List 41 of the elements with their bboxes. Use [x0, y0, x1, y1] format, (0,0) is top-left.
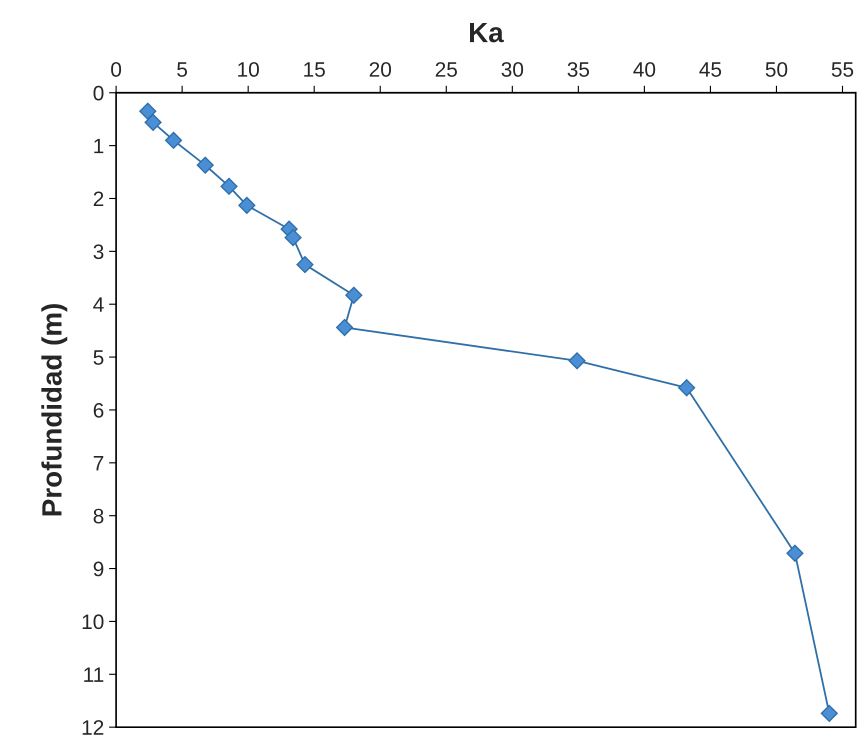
x-tick-label: 20	[370, 62, 392, 77]
y-tick-label: 0	[94, 86, 104, 101]
point	[238, 196, 256, 214]
point	[820, 704, 838, 722]
x-axis-title: Ka	[470, 22, 504, 42]
point	[196, 156, 214, 174]
y-tick-label: 2	[94, 191, 104, 206]
y-axis-title: Profundidad (m)	[41, 304, 68, 516]
point	[139, 102, 156, 120]
x-tick-label: 5	[177, 62, 188, 77]
x-tick-label: 55	[832, 62, 854, 77]
y-tick-label: 1	[94, 138, 104, 154]
x-tick-label: 30	[502, 62, 524, 77]
x-tick-label: 0	[111, 62, 122, 77]
y-tick-label: 9	[94, 562, 104, 576]
x-tick-label: 40	[633, 62, 656, 77]
point	[678, 379, 696, 396]
y-tick-label: 12	[82, 720, 104, 735]
point	[284, 229, 302, 246]
y-tick-label: 5	[94, 350, 104, 365]
point	[568, 352, 586, 370]
x-tick-label: 10	[238, 62, 259, 77]
y-tick-label: 7	[94, 456, 104, 470]
point	[345, 286, 362, 304]
x-tick-label: 45	[699, 62, 722, 77]
x-tick-label: 15	[304, 62, 325, 77]
point	[144, 114, 162, 131]
y-tick-label: 3	[94, 244, 104, 260]
point	[786, 544, 804, 562]
x-tick-label: 50	[766, 62, 788, 77]
y-tick-label: 4	[93, 297, 104, 312]
x-tick-label: 35	[568, 62, 590, 77]
point	[165, 132, 182, 149]
x-tick-label: 25	[436, 62, 457, 77]
point	[220, 178, 238, 195]
y-tick-label: 10	[82, 614, 104, 630]
point	[296, 256, 314, 274]
y-tick-label: 11	[84, 668, 104, 682]
y-tick-label: 8	[94, 508, 104, 524]
point	[336, 318, 354, 336]
y-tick-label: 6	[94, 402, 104, 418]
